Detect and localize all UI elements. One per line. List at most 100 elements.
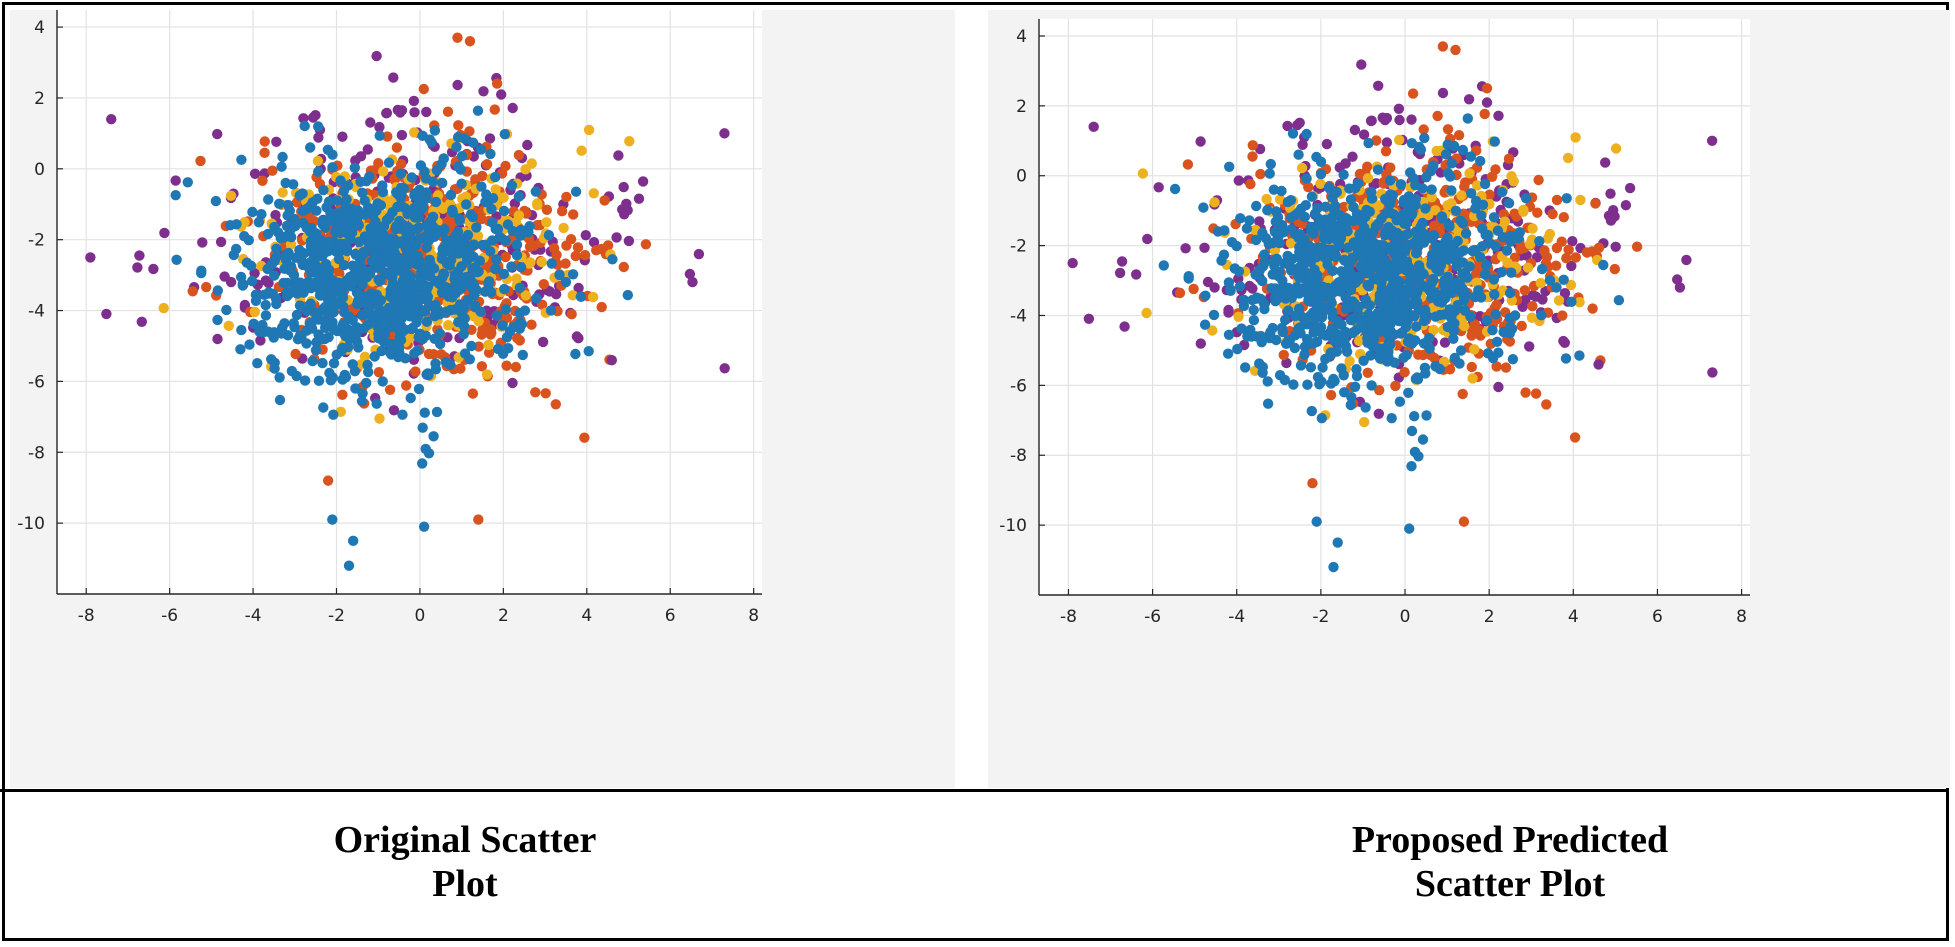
scatter-point xyxy=(219,271,230,282)
scatter-point xyxy=(1358,355,1369,366)
scatter-point xyxy=(1459,181,1470,192)
scatter-point xyxy=(328,324,340,335)
scatter-point xyxy=(1344,355,1355,367)
scatter-point xyxy=(309,277,321,289)
scatter-point xyxy=(1539,245,1550,256)
scatter-point xyxy=(580,230,591,241)
scatter-point xyxy=(489,104,500,115)
scatter-point xyxy=(1534,236,1545,247)
scatter-point xyxy=(424,254,435,265)
scatter-point xyxy=(323,306,335,317)
scatter-point xyxy=(1277,282,1289,293)
scatter-point xyxy=(324,236,335,247)
scatter-point xyxy=(543,230,555,241)
scatter-point xyxy=(476,181,487,192)
scatter-point xyxy=(317,285,328,297)
scatter-point xyxy=(391,142,403,153)
scatter-point xyxy=(1535,277,1546,289)
scatter-point xyxy=(1324,220,1335,231)
scatter-point xyxy=(491,78,503,89)
scatter-point xyxy=(515,230,526,241)
scatter-point xyxy=(687,276,698,288)
scatter-point xyxy=(408,95,420,107)
scatter-point xyxy=(335,175,346,186)
scatter-point xyxy=(476,213,487,225)
scatter-point xyxy=(1566,296,1577,307)
y-tick-label: 2 xyxy=(1016,97,1027,117)
scatter-point xyxy=(1530,291,1542,302)
scatter-point xyxy=(1706,135,1718,147)
scatter-point xyxy=(299,375,311,386)
scatter-point xyxy=(446,254,457,266)
scatter-point xyxy=(1188,283,1199,295)
scatter-point xyxy=(367,312,378,323)
scatter-point xyxy=(1544,275,1556,286)
scatter-point xyxy=(622,289,633,301)
scatter-point xyxy=(1340,304,1352,315)
scatter-point xyxy=(1610,241,1621,252)
scatter-point xyxy=(1567,236,1578,247)
scatter-point xyxy=(1251,200,1262,212)
series-class-1-blue- xyxy=(170,105,633,469)
scatter-point xyxy=(1605,215,1617,226)
scatter-point xyxy=(1415,144,1427,155)
scatter-point xyxy=(1355,261,1367,272)
scatter-point xyxy=(1325,389,1337,401)
scatter-point xyxy=(532,198,543,209)
scatter-point xyxy=(1407,285,1418,296)
scatter-point xyxy=(271,298,282,310)
scatter-point xyxy=(1401,305,1413,316)
scatter-point xyxy=(389,247,400,258)
y-tick-label: 0 xyxy=(1016,167,1027,187)
scatter-point xyxy=(483,347,495,358)
x-tick-label: 0 xyxy=(415,606,426,626)
scatter-point xyxy=(1264,168,1275,179)
scatter-point xyxy=(1288,379,1299,390)
scatter-point xyxy=(252,358,263,369)
scatter-point xyxy=(1395,314,1406,325)
scatter-point xyxy=(513,149,525,161)
scatter-point xyxy=(1403,387,1414,398)
scatter-point xyxy=(1605,188,1616,199)
scatter-point xyxy=(223,320,234,331)
y-tick-label: 4 xyxy=(34,18,45,38)
scatter-point xyxy=(1207,325,1218,336)
scatter-point xyxy=(313,121,324,132)
scatter-point xyxy=(1437,87,1449,99)
scatter-point xyxy=(1373,274,1384,285)
scatter-point xyxy=(1257,367,1268,378)
scatter-point xyxy=(1393,103,1405,115)
scatter-point xyxy=(719,363,730,374)
scatter-point xyxy=(306,323,318,334)
scatter-point xyxy=(267,165,278,176)
scatter-point xyxy=(316,235,328,247)
scatter-point xyxy=(331,195,343,206)
scatter-point xyxy=(410,366,421,377)
scatter-point xyxy=(197,237,208,248)
scatter-point xyxy=(1265,158,1276,170)
scatter-point xyxy=(1326,306,1338,317)
scatter-point xyxy=(1298,258,1309,269)
scatter-point xyxy=(1562,152,1574,164)
scatter-point xyxy=(1469,344,1480,355)
scatter-point xyxy=(1565,279,1577,291)
scatter-point xyxy=(291,370,302,382)
scatter-point xyxy=(405,253,417,264)
scatter-point xyxy=(623,235,635,247)
scatter-point xyxy=(373,328,384,339)
scatter-point xyxy=(1490,309,1501,320)
scatter-point xyxy=(1338,281,1349,292)
scatter-point xyxy=(395,334,407,346)
scatter-point xyxy=(1315,178,1326,189)
scatter-point xyxy=(1340,271,1351,282)
scatter-point xyxy=(519,305,531,316)
scatter-point xyxy=(1342,242,1354,253)
scatter-point xyxy=(588,237,600,248)
scatter-point xyxy=(1501,245,1513,256)
scatter-point xyxy=(550,399,561,410)
scatter-point xyxy=(351,265,363,277)
scatter-point xyxy=(1259,249,1270,260)
scatter-point xyxy=(1674,282,1686,293)
scatter-point xyxy=(1302,379,1313,390)
scatter-point xyxy=(1454,358,1465,369)
